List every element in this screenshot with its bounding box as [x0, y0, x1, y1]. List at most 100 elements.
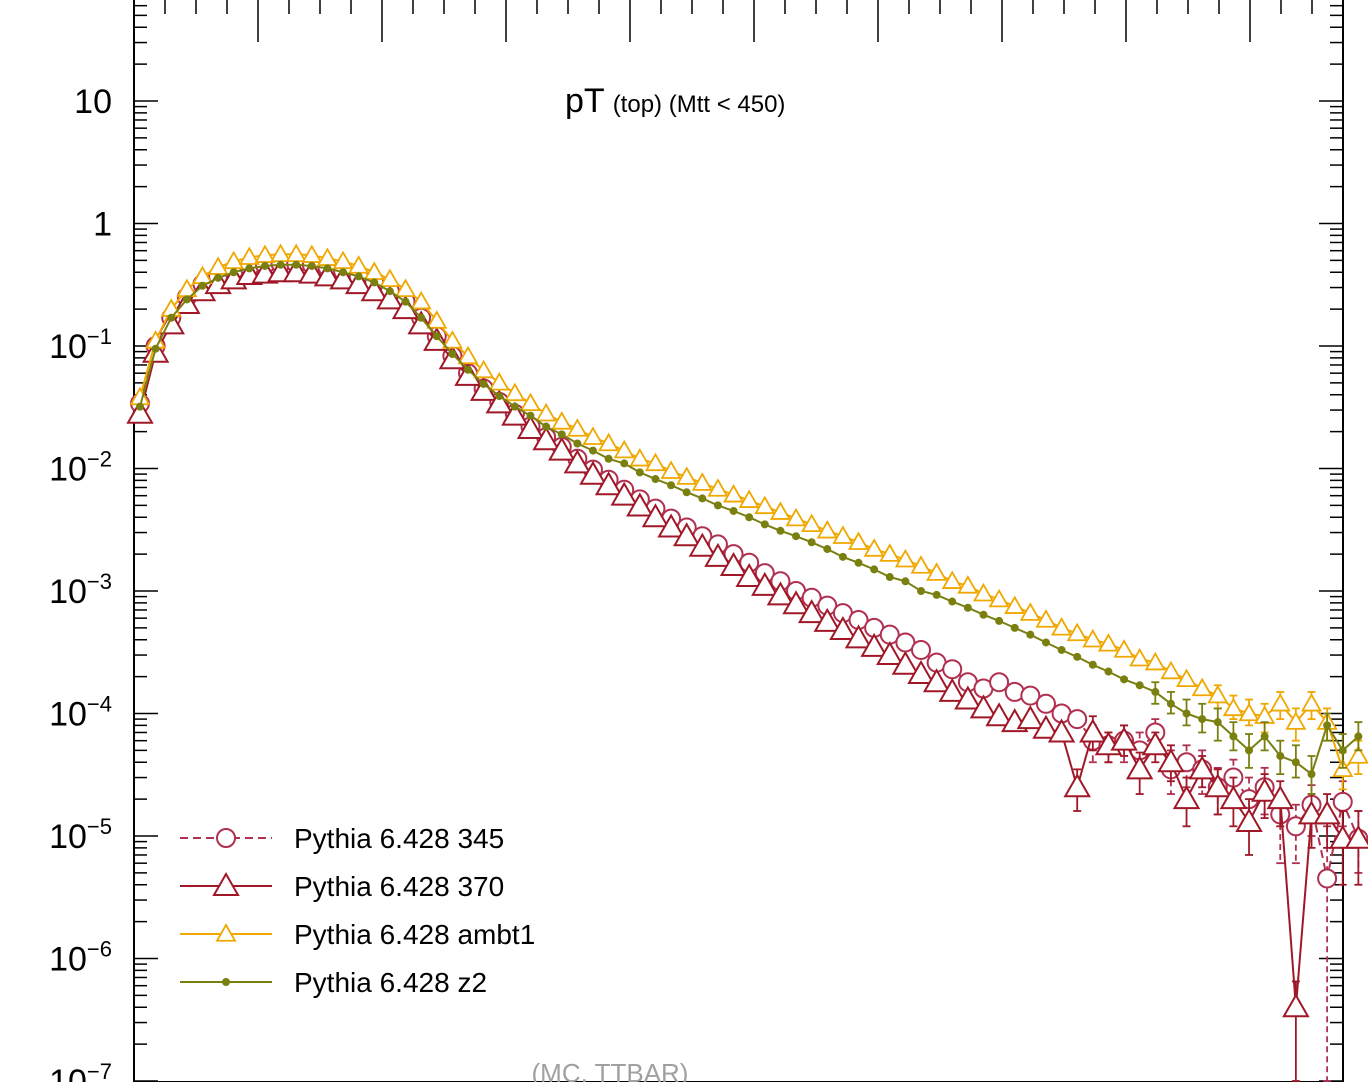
data-point — [989, 672, 1010, 693]
data-point — [1175, 668, 1198, 688]
data-point — [876, 641, 904, 666]
data-point — [922, 668, 951, 693]
data-point — [782, 590, 810, 615]
plot-border — [133, 0, 1344, 1082]
data-point — [198, 281, 207, 290]
data-point — [479, 379, 488, 388]
data-point — [1238, 702, 1260, 722]
data-point — [635, 468, 644, 477]
data-point — [1213, 718, 1222, 727]
data-point — [535, 402, 557, 422]
data-point — [1079, 718, 1107, 743]
data-point — [1067, 709, 1088, 730]
data-point — [735, 563, 763, 588]
data-point — [238, 246, 260, 265]
data-point — [1276, 751, 1285, 760]
data-point — [276, 260, 285, 269]
data-point — [401, 297, 410, 306]
data-point — [1104, 667, 1113, 676]
legend-entry: Pythia 6.428 z2 — [180, 967, 487, 998]
data-point — [126, 399, 154, 424]
series-2 — [126, 258, 1368, 1082]
data-point — [376, 285, 404, 310]
data-point — [136, 402, 144, 411]
data-point — [1313, 800, 1341, 825]
data-point — [313, 262, 342, 287]
data-point — [298, 259, 326, 284]
data-point — [1347, 745, 1368, 764]
y-tick-label: 10−3 — [49, 569, 112, 611]
data-point — [579, 460, 607, 485]
y-tick-label: 10 — [74, 83, 112, 121]
data-point — [651, 475, 660, 484]
data-point — [410, 290, 432, 310]
data-point — [1245, 746, 1254, 755]
data-point — [832, 525, 854, 544]
data-point — [754, 495, 776, 515]
data-point — [1344, 824, 1368, 849]
legend-marker — [215, 923, 237, 942]
data-point — [863, 538, 885, 557]
data-point — [1035, 693, 1056, 714]
data-point — [1063, 773, 1091, 798]
data-point — [719, 551, 748, 576]
data-point — [332, 250, 354, 270]
data-point — [1222, 697, 1244, 717]
data-point — [723, 483, 745, 503]
data-point — [620, 459, 629, 468]
data-point — [1182, 709, 1191, 718]
data-point — [448, 350, 457, 359]
data-point — [860, 632, 888, 657]
data-point — [1016, 705, 1045, 730]
data-point — [1323, 721, 1332, 730]
data-point — [917, 587, 925, 595]
data-point — [1207, 684, 1229, 704]
data-point — [285, 243, 307, 262]
data-point — [1160, 660, 1182, 680]
axis-ticks — [134, 0, 1343, 1082]
data-point — [972, 582, 995, 602]
data-point — [182, 295, 191, 304]
data-point — [473, 359, 495, 379]
data-point — [1057, 645, 1066, 654]
data-point — [813, 607, 842, 632]
data-point — [1047, 718, 1076, 743]
data-point — [901, 577, 910, 586]
data-point — [604, 454, 613, 463]
data-point — [207, 256, 229, 275]
data-point — [1032, 714, 1060, 739]
data-point — [969, 694, 998, 719]
y-tick-label: 10−5 — [49, 814, 112, 856]
legend-label: Pythia 6.428 ambt1 — [294, 919, 535, 950]
data-point — [573, 439, 582, 448]
data-point — [613, 439, 635, 459]
data-point — [838, 552, 847, 561]
data-point — [745, 513, 754, 522]
data-point — [598, 432, 620, 452]
data-point — [891, 650, 920, 675]
data-point — [1291, 758, 1300, 767]
data-point — [847, 531, 870, 550]
data-point — [1282, 993, 1310, 1018]
data-point — [1354, 732, 1363, 741]
data-point — [1144, 651, 1166, 671]
data-point — [963, 603, 972, 612]
data-point — [1041, 638, 1050, 647]
data-point — [985, 702, 1013, 727]
data-point — [594, 471, 623, 496]
data-point — [766, 581, 795, 606]
data-point — [323, 264, 332, 273]
data-point — [504, 382, 526, 402]
y-tick-labels: 10 1 10−1 10−2 10−3 10−4 10−5 10−6 10−7 — [49, 83, 112, 1082]
data-point — [385, 287, 394, 296]
legend-label: Pythia 6.428 370 — [294, 871, 504, 902]
data-point — [464, 365, 473, 374]
series-group — [126, 243, 1368, 1082]
data-point — [676, 466, 698, 485]
series-line — [139, 253, 1360, 772]
data-point — [688, 532, 717, 557]
data-point — [532, 426, 560, 451]
data-point — [495, 392, 504, 401]
watermark-text: (MC, TTBAR) — [532, 1058, 689, 1082]
